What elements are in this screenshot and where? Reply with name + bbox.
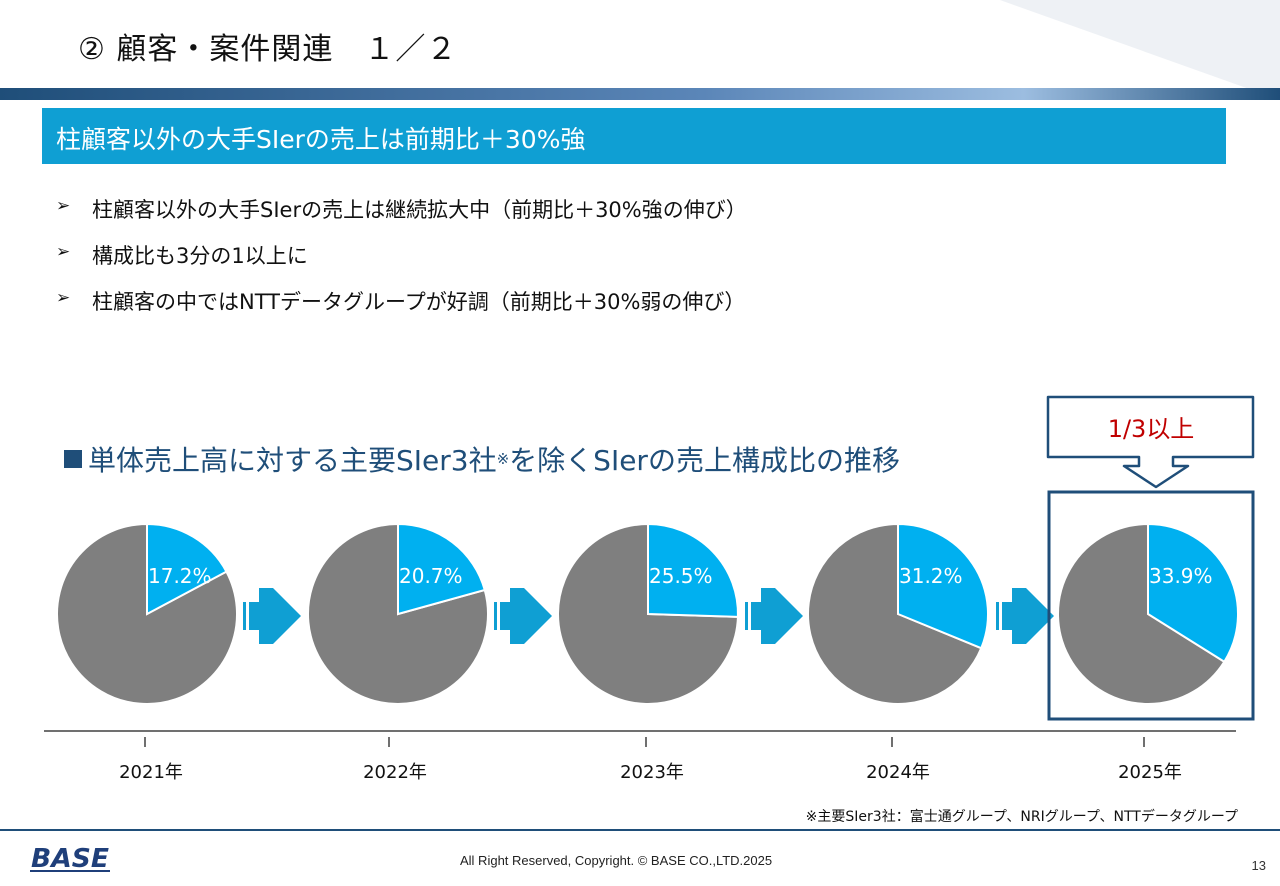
- axis-tick-label: 2022年: [363, 762, 427, 783]
- pie-slice-highlight: [397, 522, 486, 616]
- bullet-text: 構成比も3分の1以上に: [92, 244, 308, 268]
- pie-data-label: 17.2%: [148, 564, 212, 588]
- chart-heading-tail: を除くSIerの売上構成比の推移: [509, 444, 900, 477]
- pie-slice-rest: [807, 522, 983, 705]
- arrow-bar: [494, 602, 497, 630]
- bullet-item: ➢ 柱顧客の中ではNTTデータグループが好調（前期比＋30%弱の伸び）: [56, 286, 747, 332]
- arrow-bar: [751, 602, 761, 630]
- pie-slice-highlight: [897, 522, 989, 650]
- pie-data-label: 20.7%: [399, 564, 463, 588]
- chart-heading-text: 単体売上高に対する主要SIer3社: [88, 444, 497, 477]
- axis-tick-label: 2023年: [620, 762, 684, 783]
- pie-data-label: 33.9%: [1149, 564, 1213, 588]
- arrow-bar: [745, 602, 748, 630]
- arrow-bullet-icon: ➢: [56, 196, 71, 216]
- axis-tick-label: 2024年: [866, 762, 930, 783]
- base-logo: BASE: [30, 844, 110, 874]
- pie-slice-highlight: [647, 522, 739, 618]
- chart-heading-note-mark: ※: [496, 450, 510, 468]
- arrow-bullet-icon: ➢: [56, 242, 71, 262]
- page-number: 13: [1251, 858, 1266, 873]
- arrow-bar: [996, 602, 999, 630]
- pie-slice-rest: [1057, 522, 1226, 705]
- arrow-right-icon: [259, 588, 301, 644]
- pie-data-label: 31.2%: [899, 564, 963, 588]
- arrow-bar: [1002, 602, 1012, 630]
- footer-rule: [0, 829, 1280, 831]
- banner-text: 柱顧客以外の大手SIerの売上は前期比＋30%強: [56, 125, 586, 154]
- axis-tick-label: 2021年: [119, 762, 183, 783]
- callout-box: [1046, 395, 1255, 489]
- bullet-text: 柱顧客以外の大手SIerの売上は継続拡大中（前期比＋30%強の伸び）: [92, 198, 747, 222]
- arrow-bar: [243, 602, 246, 630]
- chart-heading: 単体売上高に対する主要SIer3社 ※ を除くSIerの売上構成比の推移: [64, 439, 900, 479]
- bullet-list: ➢ 柱顧客以外の大手SIerの売上は継続拡大中（前期比＋30%強の伸び） ➢ 構…: [56, 194, 747, 332]
- arrow-bar: [249, 602, 259, 630]
- pie-data-label: 25.5%: [649, 564, 713, 588]
- bullet-item: ➢ 柱顧客以外の大手SIerの売上は継続拡大中（前期比＋30%強の伸び）: [56, 194, 747, 240]
- axis-tick-label: 2025年: [1118, 762, 1182, 783]
- footnote: ※主要SIer3社：富士通グループ、NRIグループ、NTTデータグループ: [805, 809, 1238, 825]
- arrow-right-icon: [761, 588, 803, 644]
- bullet-item: ➢ 構成比も3分の1以上に: [56, 240, 747, 286]
- arrow-right-icon: [1012, 588, 1054, 644]
- arrow-bar: [500, 602, 510, 630]
- highlight-frame: [1047, 490, 1255, 721]
- summary-banner: 柱顧客以外の大手SIerの売上は前期比＋30%強: [42, 108, 1226, 164]
- title-rule: [0, 88, 1280, 100]
- copyright: All Right Reserved, Copyright. © BASE CO…: [460, 853, 773, 868]
- logo-text: BASE: [31, 844, 109, 874]
- arrow-bullet-icon: ➢: [56, 288, 71, 308]
- page-title: ② 顧客・案件関連 １／２: [78, 32, 458, 67]
- pie-slice-highlight: [1147, 522, 1239, 664]
- bullet-text: 柱顧客の中ではNTTデータグループが好調（前期比＋30%弱の伸び）: [92, 290, 746, 314]
- square-bullet-icon: [64, 450, 82, 468]
- composition-pie-chart: 17.2% 20.7% 25.5% 31.2% 33.9% 2021年 2022年 2023年…: [44, 395, 1255, 783]
- pie-slice-highlight: [146, 522, 228, 616]
- arrow-right-icon: [510, 588, 552, 644]
- callout-text: 1/3以上: [1108, 415, 1195, 443]
